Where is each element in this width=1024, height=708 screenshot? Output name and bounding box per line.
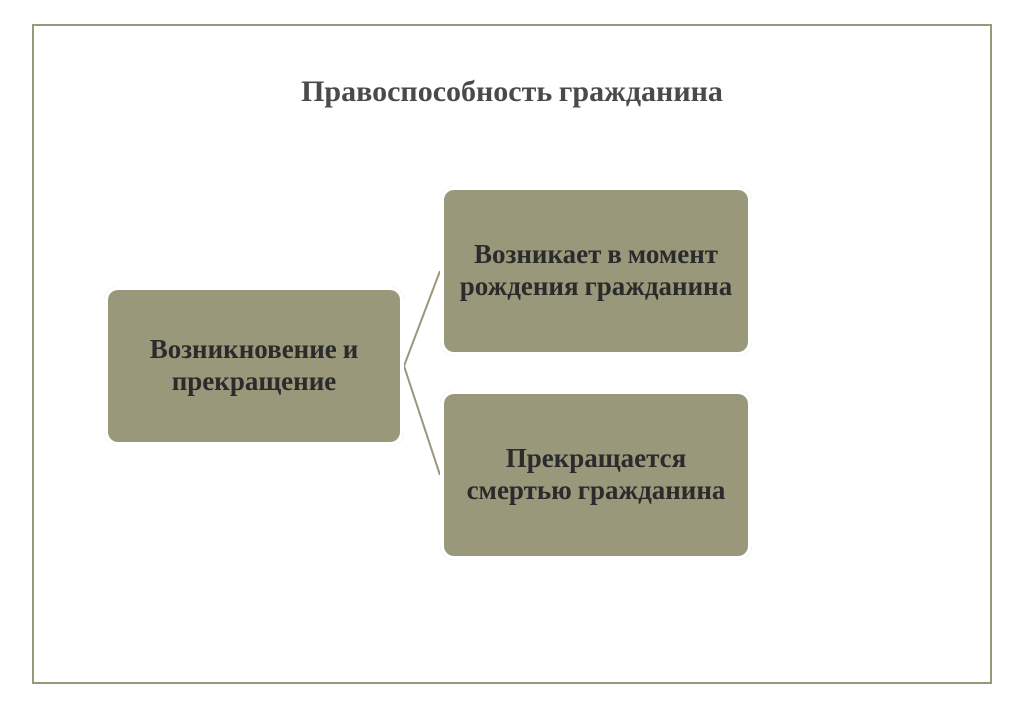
- node-label: Возникает в момент рождения гражданина: [456, 239, 736, 304]
- diagram-child-node: Возникает в момент рождения гражданина: [440, 186, 752, 356]
- slide-title: Правоспособность гражданина: [0, 74, 1024, 109]
- diagram-root-node: Возникновение и прекращение: [104, 286, 404, 446]
- node-label: Возникновение и прекращение: [120, 334, 388, 399]
- node-label: Прекращается смертью гражданина: [456, 443, 736, 508]
- diagram-child-node: Прекращается смертью гражданина: [440, 390, 752, 560]
- slide: Правоспособность гражданина Возникновени…: [0, 0, 1024, 708]
